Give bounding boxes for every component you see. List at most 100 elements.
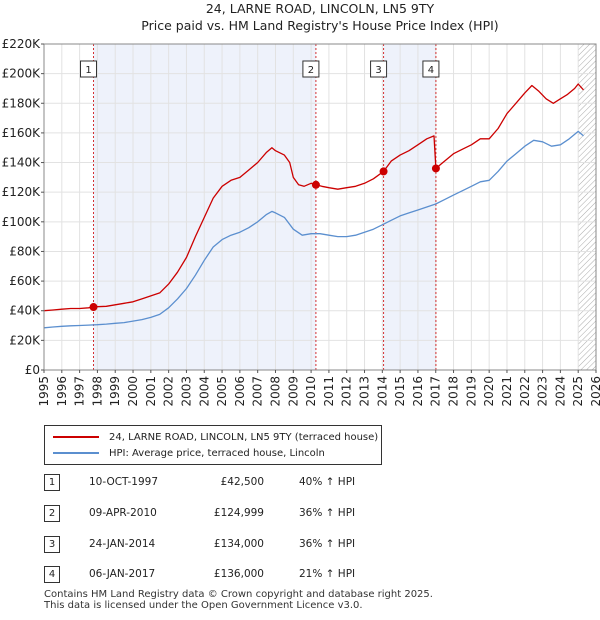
- sale-label: 4: [422, 60, 440, 78]
- footer: Contains HM Land Registry data © Crown c…: [44, 589, 433, 611]
- footer-licence: This data is licensed under the Open Gov…: [44, 600, 363, 611]
- sale-label-number: 1: [85, 65, 91, 76]
- x-tick-label: 2010: [304, 376, 318, 407]
- y-tick-label: £200K: [2, 67, 42, 81]
- sale-point: [379, 167, 388, 176]
- footer-copyright: Contains HM Land Registry data © Crown c…: [44, 589, 433, 600]
- x-tick-label: 2007: [251, 376, 265, 407]
- chart-title-line2: Price paid vs. HM Land Registry's House …: [141, 18, 498, 33]
- x-tick-label: 1999: [108, 376, 122, 407]
- transaction-date: 09-APR-2010: [89, 507, 157, 519]
- legend-label-hpi: HPI: Average price, terraced house, Linc…: [109, 447, 325, 459]
- sale-label: 2: [302, 60, 320, 78]
- transaction-hpi: 36% ↑ HPI: [299, 507, 356, 519]
- x-tick-label: 2004: [197, 376, 211, 407]
- y-tick-label: £60K: [9, 274, 41, 288]
- chart-title-line1: 24, LARNE ROAD, LINCOLN, LN5 9TY: [206, 1, 435, 16]
- sale-point: [311, 180, 320, 189]
- table-row: 1 10-OCT-1997 £42,500 40% ↑ HPI: [44, 474, 464, 492]
- y-tick-label: £40K: [9, 304, 41, 318]
- x-tick-label: 1998: [90, 376, 104, 407]
- transaction-price: £42,500: [220, 476, 264, 488]
- sale-label-number: 2: [308, 65, 314, 76]
- table-row: 3 24-JAN-2014 £134,000 36% ↑ HPI: [44, 536, 464, 554]
- legend-swatch-hpi: [53, 452, 99, 454]
- sale-label-number: 4: [428, 65, 434, 76]
- x-tick-label: 1997: [73, 376, 87, 407]
- grid: [43, 43, 597, 371]
- sale-label: 1: [80, 60, 98, 78]
- transaction-date: 10-OCT-1997: [89, 476, 158, 488]
- x-tick-label: 2000: [126, 376, 140, 407]
- transaction-date: 24-JAN-2014: [89, 538, 156, 550]
- x-tick-label: 2014: [375, 376, 389, 407]
- transaction-number: 3: [44, 536, 60, 553]
- sale-label: 3: [370, 60, 388, 78]
- sale-points: [89, 164, 440, 312]
- x-tick-label: 2003: [179, 376, 193, 407]
- transaction-price: £124,999: [213, 507, 264, 519]
- legend-item-hpi: HPI: Average price, terraced house, Linc…: [53, 445, 325, 461]
- axes: £0 £20K £40K £60K £80K £100K £120K £140K £160K £1…: [2, 37, 600, 407]
- x-tick-label: 2012: [340, 376, 354, 407]
- y-tick-label: £20K: [9, 333, 41, 347]
- sale-point: [89, 303, 98, 312]
- series-line: [43, 130, 584, 329]
- y-tick-label: £180K: [2, 96, 42, 110]
- table-row: 2 09-APR-2010 £124,999 36% ↑ HPI: [44, 505, 464, 523]
- shaded-bands: [44, 44, 596, 370]
- y-tick-label: £100K: [2, 215, 42, 229]
- x-tick-label: 2026: [589, 376, 600, 407]
- transaction-number: 4: [44, 566, 60, 583]
- sale-label-number: 3: [375, 65, 381, 76]
- table-row: 4 06-JAN-2017 £136,000 21% ↑ HPI: [44, 566, 464, 584]
- x-tick-label: 2009: [286, 376, 300, 407]
- x-tick-label: 2001: [144, 376, 158, 407]
- x-tick-label: 2006: [233, 376, 247, 407]
- x-tick-label: 2024: [553, 376, 567, 407]
- x-tick-label: 2016: [411, 376, 425, 407]
- x-tick-label: 2020: [482, 376, 496, 407]
- y-tick-label: £120K: [2, 185, 42, 199]
- transaction-hpi: 40% ↑ HPI: [299, 476, 356, 488]
- transaction-number: 2: [44, 505, 60, 522]
- sale-label-box: [302, 60, 320, 78]
- x-tick-label: 2017: [429, 376, 443, 407]
- x-tick-label: 2025: [571, 376, 585, 407]
- y-tick-label: £160K: [2, 126, 42, 140]
- sale-point: [431, 164, 440, 173]
- y-tick-label: £80K: [9, 244, 41, 258]
- transaction-price: £134,000: [213, 538, 264, 550]
- x-tick-label: 2002: [162, 376, 176, 407]
- sale-label-box: [370, 60, 388, 78]
- legend-label-property: 24, LARNE ROAD, LINCOLN, LN5 9TY (terrac…: [109, 431, 379, 443]
- x-tick-label: 1995: [37, 376, 51, 407]
- x-tick-label: 2019: [464, 376, 478, 407]
- transaction-number: 1: [44, 474, 60, 491]
- y-tick-label: £0: [25, 363, 40, 377]
- sale-label-box: [422, 60, 440, 78]
- x-tick-label: 2023: [536, 376, 550, 407]
- legend-swatch-property: [53, 436, 99, 438]
- x-tick-label: 2015: [393, 376, 407, 407]
- transaction-date: 06-JAN-2017: [89, 568, 156, 580]
- transaction-hpi: 36% ↑ HPI: [299, 538, 356, 550]
- transaction-hpi: 21% ↑ HPI: [299, 568, 356, 580]
- legend: 24, LARNE ROAD, LINCOLN, LN5 9TY (terrac…: [44, 425, 382, 465]
- forecast-hatch: [578, 44, 596, 370]
- x-tick-label: 2021: [500, 376, 514, 407]
- price-chart: 24, LARNE ROAD, LINCOLN, LN5 9TY Price p…: [2, 1, 600, 407]
- x-tick-label: 2005: [215, 376, 229, 407]
- x-tick-label: 2013: [358, 376, 372, 407]
- x-tick-label: 2022: [518, 376, 532, 407]
- sale-label-box: [80, 60, 98, 78]
- y-tick-label: £140K: [2, 156, 42, 170]
- sale-labels: 1 2 3 4: [80, 60, 440, 78]
- x-tick-label: 2011: [322, 376, 336, 407]
- legend-item-property: 24, LARNE ROAD, LINCOLN, LN5 9TY (terrac…: [53, 429, 378, 445]
- x-tick-label: 2008: [268, 376, 282, 407]
- y-tick-label: £220K: [2, 37, 42, 51]
- x-tick-label: 1996: [55, 376, 69, 407]
- plot-frame: [43, 43, 597, 371]
- x-tick-label: 2018: [447, 376, 461, 407]
